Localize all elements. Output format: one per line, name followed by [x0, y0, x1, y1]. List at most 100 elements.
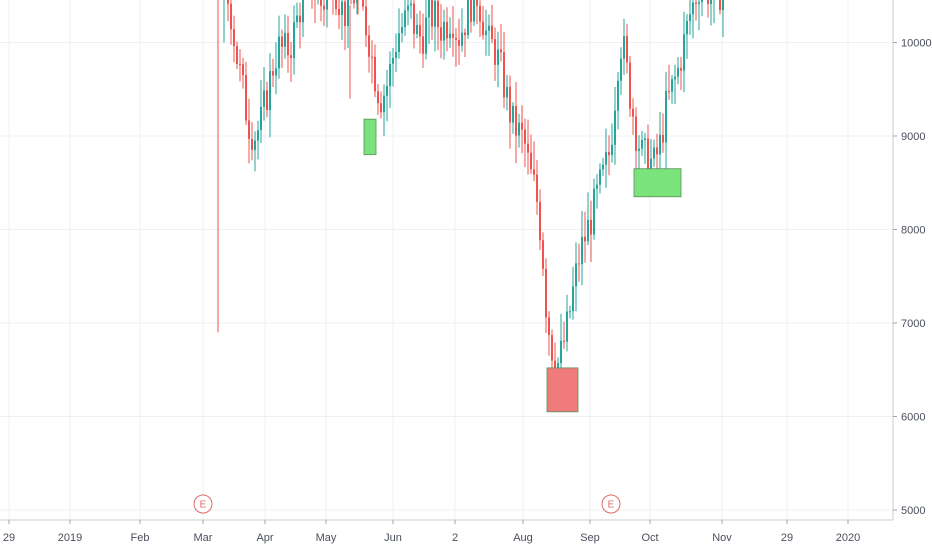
candle-body — [602, 164, 604, 170]
candle-body — [287, 32, 289, 56]
candle-body — [371, 56, 373, 58]
candle-body — [719, 0, 721, 11]
candle-body — [608, 152, 610, 156]
x-tick-label: 29 — [3, 532, 15, 544]
candle-body — [272, 71, 274, 76]
x-tick-label: Feb — [131, 532, 150, 544]
x-tick-label: 2019 — [58, 532, 82, 544]
candle-body — [692, 2, 694, 15]
candle-body — [320, 0, 322, 6]
annotation-box[interactable] — [546, 367, 579, 413]
x-tick-label: Aug — [513, 532, 533, 544]
candle-body — [635, 116, 637, 151]
candle-body — [227, 0, 229, 4]
candle-body — [440, 27, 442, 41]
candle-body — [647, 138, 649, 177]
candle-body — [551, 335, 553, 361]
event-marker[interactable] — [601, 494, 621, 514]
event-marker-label: E — [608, 500, 615, 511]
candle-body — [380, 103, 382, 113]
candle-body — [260, 106, 262, 131]
candle-body — [560, 340, 562, 364]
event-marker[interactable] — [193, 494, 213, 514]
y-tick-label: 10000 — [901, 38, 932, 50]
y-tick-label: 5000 — [901, 505, 925, 517]
candle-body — [425, 17, 427, 54]
candle-body — [593, 188, 595, 235]
candle-body — [479, 5, 481, 22]
annotation-box[interactable] — [633, 168, 682, 198]
candle-body — [617, 80, 619, 111]
candle-body — [626, 36, 628, 63]
candle-body — [503, 52, 505, 98]
candle-body — [515, 105, 517, 136]
candle-body — [539, 201, 541, 241]
candle-body — [407, 5, 409, 11]
candle-body — [323, 5, 325, 10]
candle-body — [326, 0, 328, 10]
candle-body — [644, 138, 646, 141]
candle-body — [605, 152, 607, 165]
candle-body — [482, 21, 484, 36]
candle-body — [389, 63, 391, 87]
candle-body — [413, 3, 415, 34]
candle-body — [578, 263, 580, 265]
candle-body — [464, 32, 466, 36]
y-tick-label: 6000 — [901, 412, 925, 424]
candle-body — [494, 39, 496, 65]
candle-body — [695, 2, 697, 4]
candle-body — [428, 0, 430, 18]
candle-body — [353, 0, 355, 4]
candle-body — [302, 0, 304, 23]
candle-body — [680, 67, 682, 71]
candle-body — [296, 15, 298, 23]
annotation-box[interactable] — [363, 118, 377, 156]
candle-body — [443, 21, 445, 41]
candle-body — [674, 76, 676, 80]
candle-body — [362, 0, 364, 7]
x-tick-label: Mar — [194, 532, 213, 544]
candle-body — [293, 22, 295, 59]
candle-body — [257, 130, 259, 141]
candle-body — [653, 147, 655, 159]
candle-body — [650, 158, 652, 177]
candle-body — [446, 21, 448, 39]
candle-body — [395, 52, 397, 58]
candle-body — [689, 14, 691, 21]
candle-body — [506, 86, 508, 98]
candle-body — [284, 32, 286, 47]
x-tick-label: 29 — [781, 532, 793, 544]
candle-body — [473, 0, 475, 22]
candle-body — [263, 90, 265, 107]
candle-body — [659, 135, 661, 155]
candle-body — [524, 129, 526, 144]
candle-body — [275, 68, 277, 76]
candle-body — [386, 86, 388, 96]
candle-body — [377, 91, 379, 104]
candle-body — [668, 91, 670, 93]
candle-body — [698, 2, 700, 4]
candle-body — [233, 29, 235, 47]
candle-body — [398, 33, 400, 53]
candle-body — [566, 311, 568, 342]
candle-body — [335, 0, 337, 10]
x-tick-label: Apr — [256, 532, 273, 544]
candle-body — [365, 6, 367, 36]
candle-body — [656, 147, 658, 155]
candle-body — [290, 55, 292, 59]
candle-body — [281, 36, 283, 47]
candle-body — [356, 0, 358, 4]
candle-body — [419, 25, 421, 37]
candle-body — [299, 15, 301, 23]
candle-body — [629, 62, 631, 109]
candle-body — [470, 0, 472, 22]
candle-body — [455, 37, 457, 40]
candle-body — [587, 219, 589, 242]
y-tick-label: 8000 — [901, 225, 925, 237]
candle-body — [632, 108, 634, 117]
x-tick-label: Sep — [580, 532, 600, 544]
candle-body — [230, 3, 232, 30]
candle-body — [500, 49, 502, 53]
candle-body — [434, 0, 436, 27]
